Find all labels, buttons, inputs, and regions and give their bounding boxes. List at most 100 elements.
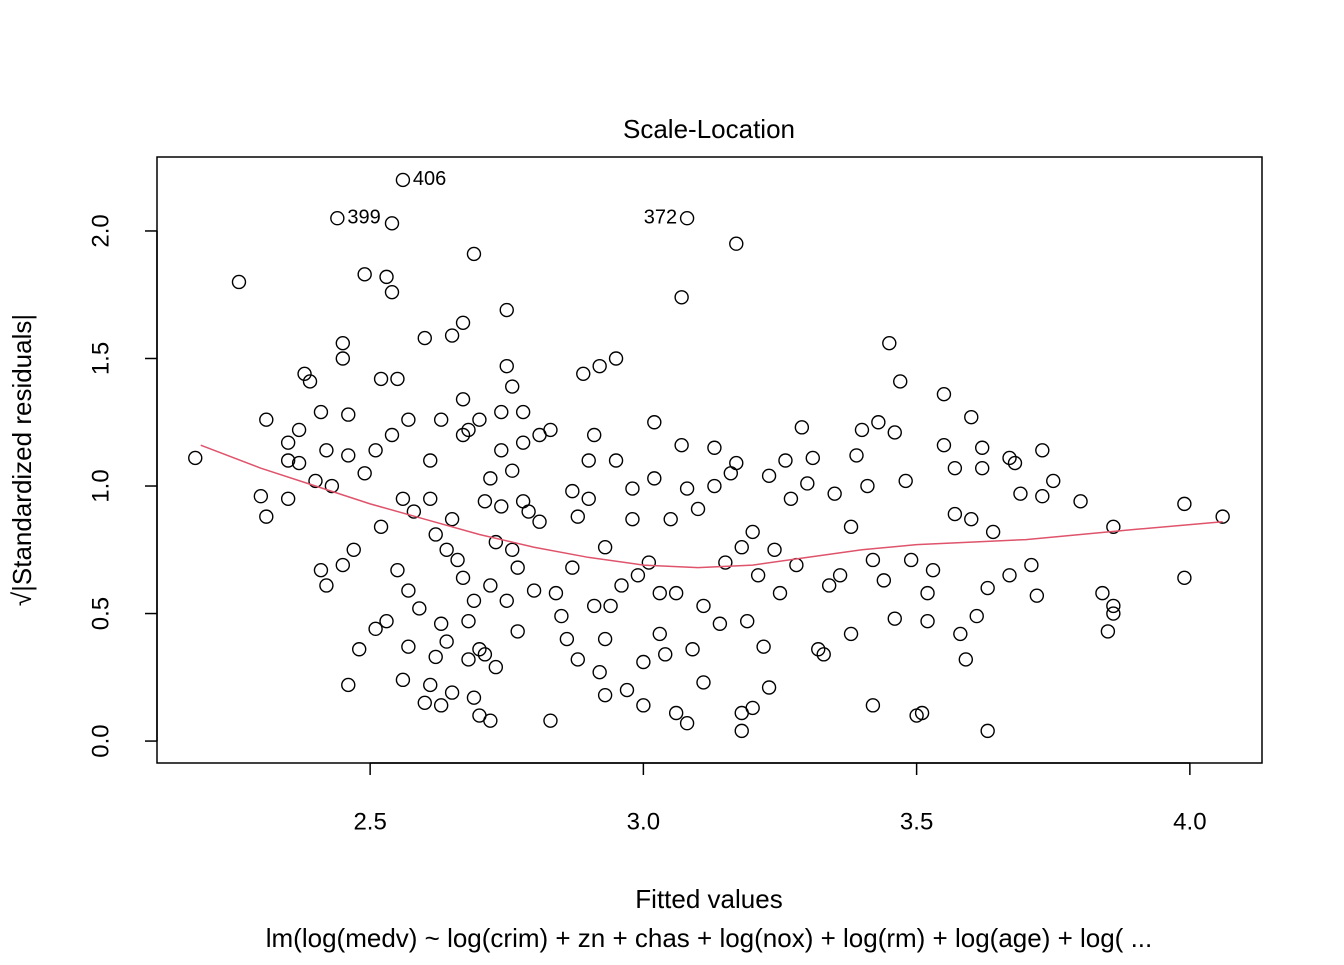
point: [696, 675, 711, 690]
point: [729, 236, 744, 251]
point: [395, 491, 411, 506]
point: [592, 665, 607, 680]
point-label: 372: [644, 206, 677, 228]
point: [302, 374, 318, 389]
point: [505, 542, 520, 557]
point: [1215, 509, 1230, 524]
point: [423, 491, 438, 506]
point: [291, 455, 307, 471]
point: [652, 626, 667, 642]
point: [1007, 455, 1023, 471]
point: [357, 267, 372, 282]
point: [368, 621, 383, 637]
point: [559, 631, 575, 647]
point: [625, 481, 640, 496]
point: [466, 690, 482, 705]
point: [985, 524, 1001, 540]
point: [734, 723, 749, 739]
point: [903, 552, 919, 568]
point: [450, 552, 465, 568]
point: [925, 562, 941, 578]
x-tick-label: 4.0: [1173, 808, 1206, 835]
point: [341, 407, 356, 422]
point: [510, 624, 525, 639]
point: [455, 427, 471, 443]
point: [608, 453, 624, 468]
point: [505, 463, 520, 478]
point: [1106, 519, 1121, 535]
point: [729, 455, 744, 471]
point: [439, 634, 454, 649]
point: [313, 562, 329, 578]
point: [412, 601, 427, 616]
point: [882, 335, 897, 351]
labeled-point: [395, 172, 411, 188]
point: [1035, 489, 1050, 504]
point: [521, 504, 536, 519]
point: [914, 705, 930, 721]
point: [636, 654, 651, 670]
point: [832, 568, 848, 583]
point: [964, 409, 979, 425]
x-tick-label: 2.5: [353, 808, 386, 835]
point: [723, 466, 739, 481]
point: [335, 335, 351, 351]
point: [849, 448, 864, 463]
point: [778, 453, 793, 468]
point: [980, 580, 995, 596]
point: [843, 626, 859, 642]
y-axis-label: √|Standardized residuals|: [7, 314, 37, 606]
point: [444, 685, 460, 700]
point: [483, 471, 498, 486]
point: [390, 371, 405, 387]
point: [548, 585, 564, 601]
point: [483, 713, 498, 728]
point: [515, 404, 531, 420]
point: [630, 568, 646, 583]
point: [554, 608, 569, 624]
point: [597, 540, 613, 555]
point: [936, 386, 952, 402]
point: [647, 415, 662, 430]
point: [488, 534, 504, 550]
point: [663, 511, 678, 527]
point: [543, 713, 558, 728]
subtitle: lm(log(medv) ~ log(crim) + zn + chas + l…: [266, 923, 1153, 953]
point: [401, 583, 416, 598]
point: [401, 412, 416, 427]
point: [466, 593, 482, 608]
point: [947, 506, 963, 522]
point: [472, 412, 487, 427]
point: [871, 415, 886, 430]
point: [1046, 473, 1061, 489]
point: [390, 562, 405, 578]
point: [319, 578, 334, 593]
point: [423, 453, 438, 468]
point: [1100, 624, 1116, 639]
point: [505, 379, 520, 394]
point: [1073, 494, 1088, 509]
point: [586, 427, 602, 443]
point: [346, 542, 361, 557]
point: [313, 404, 329, 420]
point: [373, 371, 389, 387]
point: [679, 716, 695, 731]
point: [395, 672, 411, 688]
point: [280, 435, 296, 450]
point: [515, 435, 531, 450]
point: [712, 616, 728, 631]
point: [685, 642, 700, 657]
y-tick-label: 0.0: [87, 724, 114, 757]
point: [860, 478, 875, 494]
point: [406, 504, 422, 519]
point: [740, 613, 755, 629]
x-axis-label: Fitted values: [635, 884, 782, 914]
point: [767, 542, 782, 557]
point: [510, 560, 525, 575]
point: [958, 652, 974, 667]
point: [876, 573, 892, 588]
point: [1106, 606, 1121, 621]
point: [608, 351, 624, 366]
point: [816, 647, 831, 662]
